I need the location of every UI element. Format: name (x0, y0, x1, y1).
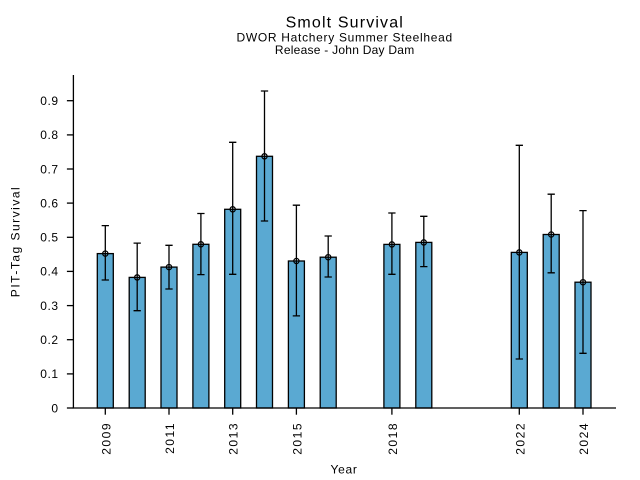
svg-text:0.3: 0.3 (40, 299, 58, 313)
svg-text:0.8: 0.8 (40, 128, 58, 142)
svg-text:2011: 2011 (163, 422, 177, 454)
svg-text:Smolt Survival: Smolt Survival (286, 14, 404, 31)
svg-text:0: 0 (51, 401, 58, 415)
svg-text:2013: 2013 (227, 422, 241, 455)
svg-text:0.7: 0.7 (40, 162, 58, 176)
svg-text:0.2: 0.2 (40, 333, 58, 347)
svg-text:0.4: 0.4 (40, 265, 58, 279)
svg-text:2018: 2018 (386, 422, 400, 455)
svg-text:Year: Year (330, 463, 357, 477)
svg-text:0.1: 0.1 (40, 367, 58, 381)
svg-text:2022: 2022 (513, 422, 527, 455)
svg-text:2015: 2015 (290, 422, 304, 455)
svg-text:0.9: 0.9 (40, 94, 58, 108)
svg-text:2024: 2024 (577, 422, 591, 455)
svg-text:PIT-Tag Survival: PIT-Tag Survival (9, 186, 23, 297)
svg-text:2009: 2009 (99, 422, 113, 455)
svg-text:0.6: 0.6 (40, 196, 58, 210)
svg-text:DWOR Hatchery Summer Steelhead: DWOR Hatchery Summer Steelhead (236, 31, 452, 45)
svg-text:Release - John Day Dam: Release - John Day Dam (275, 43, 415, 57)
svg-text:0.5: 0.5 (40, 231, 58, 245)
